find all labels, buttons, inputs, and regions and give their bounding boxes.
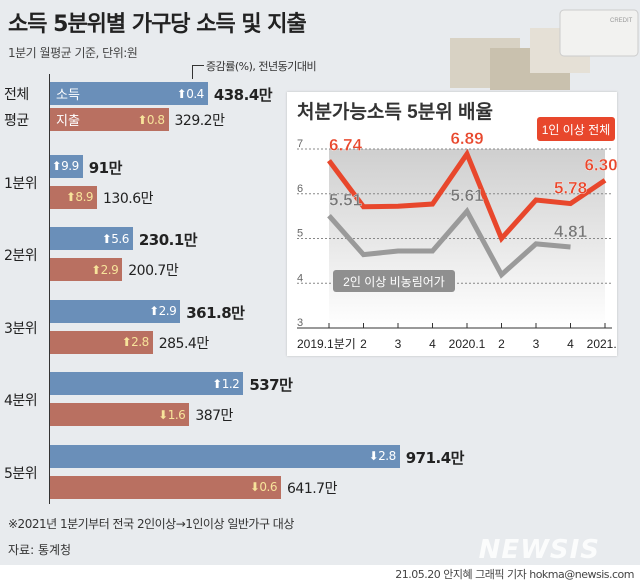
series-line-2p-nonfarm	[327, 206, 571, 279]
income-value: 971.4만	[405, 448, 465, 467]
expense-change: ⬇0.6	[249, 480, 278, 494]
income-value: 361.8만	[186, 303, 245, 322]
income-value: 91만	[88, 158, 123, 177]
income-bar: ⬆9.9	[50, 154, 83, 178]
expense-value: 200.7만	[128, 263, 179, 279]
group-label: 2분위	[4, 248, 38, 264]
page-title: 소득 5분위별 가구당 소득 및 지출	[8, 12, 307, 37]
x-tick-label: 3	[395, 337, 402, 351]
group-label: 4분위	[4, 393, 38, 409]
expense-bar: ⬆2.8	[50, 330, 153, 354]
income-change: ⬆9.9	[51, 159, 80, 173]
y-tick-label: 6	[297, 183, 303, 195]
credit: 21.05.20 안지혜 그래픽 기자 hokma@newsis.com	[395, 568, 634, 581]
expense-value: 130.6만	[103, 190, 153, 207]
income-bar: ⬆2.9	[50, 299, 181, 323]
data-label: 5.61	[450, 186, 483, 205]
x-tick-label: 2	[498, 337, 505, 351]
group-label: 3분위	[4, 320, 38, 337]
line-chart-panel: 처분가능소득 5분위 배율 3 4 5 6 7 2019.1분기 2 3 4 2020.1 2 3 4 20…	[287, 92, 624, 356]
income-label: 소득	[56, 88, 80, 103]
data-label: 5.78	[554, 179, 587, 198]
expense-value: 641.7만	[287, 480, 337, 497]
x-tick-label: 2	[360, 337, 367, 351]
x-tick-label: 2020.1	[449, 337, 486, 351]
x-tick-label: 3	[533, 337, 540, 351]
y-tick-label: 7	[297, 138, 303, 150]
data-label: 6.74	[329, 136, 363, 155]
income-value: 438.4만	[213, 86, 273, 104]
income-bar: ⬇2.8	[50, 444, 400, 468]
x-tick-label: 4	[429, 337, 436, 351]
expense-bar: 지출 ⬆0.8	[50, 108, 169, 131]
source: 자료: 통계청	[8, 543, 72, 557]
expense-bar: ⬆8.9	[50, 185, 98, 209]
change-note: 증감률(%), 전년동기대비	[206, 60, 317, 73]
expense-bar: ⬇0.6	[50, 475, 281, 499]
y-tick-label: 3	[297, 317, 303, 329]
income-value: 230.1만	[138, 231, 198, 249]
line-chart: 처분가능소득 5분위 배율 3 4 5 6 7 2019.1분기 2 3 4 2020.1 2 3 4 20…	[297, 101, 624, 351]
expense-value: 285.4만	[158, 335, 209, 352]
series-badge-all	[537, 117, 615, 141]
x-tick-label: 2019.1분기	[297, 337, 356, 351]
y-tick-label: 5	[297, 228, 303, 240]
footnote: ※2021년 1분기부터 전국 2인이상→1인이상 일반가구 대상	[8, 517, 294, 531]
data-label: 5.51	[329, 191, 362, 210]
svg-text:CREDIT: CREDIT	[610, 18, 633, 24]
expense-change: ⬆0.8	[137, 112, 165, 127]
income-change: ⬆0.4	[176, 86, 205, 101]
group-label: 전체 평균	[4, 87, 29, 129]
group-label: 5분위	[4, 465, 38, 482]
data-label: 4.81	[554, 222, 587, 241]
expense-value: 329.2만	[174, 113, 225, 129]
income-change: ⬆2.9	[149, 304, 177, 318]
income-value: 537만	[249, 376, 293, 394]
expense-bar: ⬇1.6	[50, 403, 190, 426]
expense-bar: ⬆2.9	[50, 258, 123, 281]
series-badge-2p	[333, 270, 455, 292]
income-change: ⬆5.6	[101, 231, 130, 246]
expense-value: 387만	[195, 408, 233, 424]
expense-change: ⬇1.6	[158, 407, 186, 422]
expense-change: ⬆2.8	[121, 335, 150, 349]
x-tick-label: 4	[567, 337, 574, 351]
expense-change: ⬆2.9	[91, 262, 119, 277]
data-label: 6.30	[584, 155, 617, 174]
line-chart-title: 처분가능소득 5분위 배율	[297, 101, 493, 123]
income-change: ⬆1.2	[212, 376, 240, 391]
income-change: ⬇2.8	[368, 449, 397, 463]
x-tick-label: 2021.1	[587, 337, 617, 351]
series-name-all: 1인 이상 전체	[542, 123, 611, 137]
y-tick-label: 4	[297, 272, 303, 284]
subtitle: 1분기 월평균 기준, 단위:원	[8, 46, 138, 60]
newsis-logo: NEWSIS	[478, 535, 600, 565]
income-bar: ⬆1.2	[50, 372, 244, 395]
income-bar: 소득 ⬆0.4	[50, 82, 208, 105]
income-bar: ⬆5.6	[50, 227, 133, 250]
expense-label: 지출	[56, 114, 80, 129]
expense-change: ⬆8.9	[65, 190, 94, 204]
data-label: 6.89	[450, 129, 483, 148]
bar-axis	[49, 74, 50, 504]
note-leader-line	[192, 65, 204, 79]
money-illustration: CREDIT	[450, 9, 639, 90]
group-label: 1분위	[4, 175, 38, 192]
series-name-2p: 2인 이상 비농림어가	[343, 275, 445, 289]
